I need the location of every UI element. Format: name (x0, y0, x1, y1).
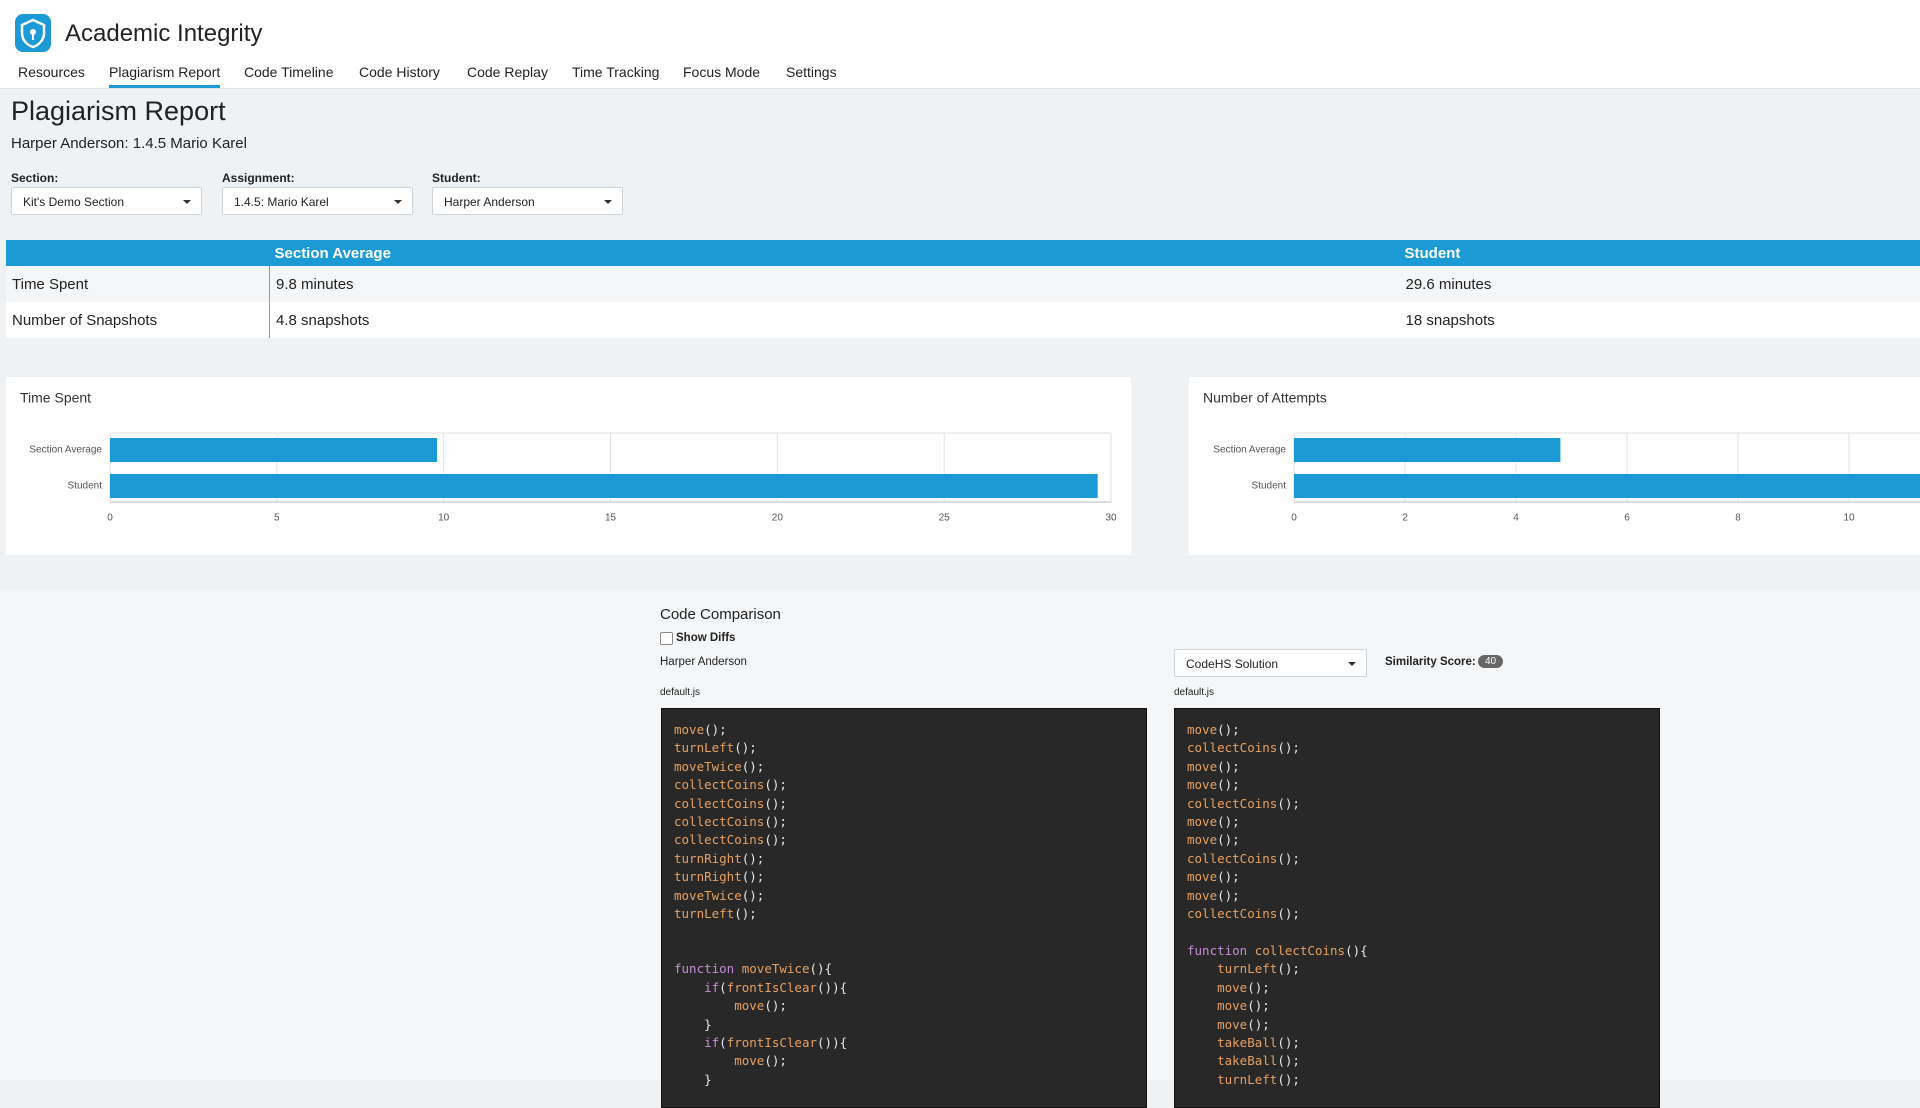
bar (1294, 438, 1561, 462)
nav-tab[interactable]: Code History (359, 64, 440, 80)
header-cell: Student (1399, 240, 1920, 266)
cell: Time Spent (6, 266, 270, 302)
chart-panel (1189, 377, 1920, 555)
cell: 9.8 minutes (269, 266, 1400, 302)
page-subtitle: Harper Anderson: 1.4.5 Mario Karel (11, 135, 247, 152)
bar (110, 474, 1098, 498)
header-cell: Section Average (269, 240, 1400, 266)
page-title: Plagiarism Report (11, 96, 226, 126)
y-tick-label: Student (68, 481, 103, 492)
similarity-label: Similarity Score: (1385, 656, 1476, 668)
filter-label: Student: (432, 171, 481, 185)
filter-label: Assignment: (222, 171, 295, 185)
x-tick-label: 10 (438, 513, 450, 524)
y-tick-label: Student (1252, 481, 1287, 492)
top-bar: Academic Integrity Resources Plagiarism R… (0, 0, 1920, 89)
x-tick-label: 8 (1735, 513, 1741, 524)
x-tick-label: 10 (1843, 513, 1855, 524)
filter-select[interactable]: Harper Anderson (432, 187, 623, 215)
x-tick-label: 25 (939, 513, 951, 524)
checkbox[interactable] (660, 632, 673, 645)
nav-tab[interactable]: Focus Mode (683, 64, 761, 80)
student-name: Harper Anderson (660, 656, 747, 668)
y-tick-label: Section Average (1213, 445, 1286, 456)
x-tick-label: 0 (1291, 513, 1297, 524)
bar (110, 438, 437, 462)
app-title: Academic Integrity (65, 20, 263, 47)
comparison-title: Code Comparison (660, 606, 781, 623)
x-tick-label: 20 (772, 513, 784, 524)
table-row: Number of Snapshots 4.8 snapshots 18 snaps… (6, 302, 1920, 338)
filter-select[interactable]: 1.4.5: Mario Karel (222, 187, 413, 215)
nav-tab[interactable]: Time Tracking (572, 64, 660, 80)
x-tick-label: 5 (274, 513, 280, 524)
cell: 29.6 minutes (1399, 266, 1920, 302)
file-name: default.js (1174, 687, 1215, 698)
chart-title: Time Spent (20, 390, 91, 406)
filter-label: Section: (11, 171, 59, 185)
nav-tab[interactable]: Resources (18, 64, 85, 80)
nav-tab[interactable]: Plagiarism Report (109, 64, 221, 88)
code-right: move(); collectCoins(); move(); move(); … (1174, 708, 1660, 1108)
code-left: move(); turnLeft(); moveTwice(); collect… (661, 708, 1147, 1108)
header-cell (6, 240, 270, 266)
x-tick-label: 15 (605, 513, 617, 524)
nav-tab[interactable]: Code Timeline (244, 64, 334, 80)
x-tick-label: 30 (1105, 513, 1117, 524)
filter-select[interactable]: Kit's Demo Section (11, 187, 202, 215)
nav-tab[interactable]: Code Replay (467, 64, 548, 80)
cell: Number of Snapshots (6, 302, 270, 338)
table-row: Time Spent 9.8 minutes 29.6 minutes (6, 266, 1920, 302)
cell: 4.8 snapshots (269, 302, 1400, 338)
x-tick-label: 4 (1513, 513, 1519, 524)
file-name: default.js (660, 687, 701, 698)
table-header: Section Average Student (6, 240, 1920, 266)
similarity-score: 40 (1478, 655, 1504, 668)
x-tick-label: 0 (107, 513, 113, 524)
x-tick-label: 2 (1402, 513, 1408, 524)
bar (1294, 474, 1920, 498)
x-tick-label: 6 (1624, 513, 1630, 524)
summary-table: Section Average Student Time Spent 9.8 min… (6, 240, 1920, 338)
nav-tab[interactable]: Settings (786, 64, 837, 80)
chart-panel (6, 377, 1131, 555)
solution-select[interactable]: CodeHS Solution (1174, 649, 1367, 677)
cell: 18 snapshots (1399, 302, 1920, 338)
y-tick-label: Section Average (29, 445, 102, 456)
show-diffs-label[interactable]: Show Diffs (676, 632, 736, 644)
chart-title: Number of Attempts (1203, 390, 1327, 406)
logo (15, 14, 51, 52)
